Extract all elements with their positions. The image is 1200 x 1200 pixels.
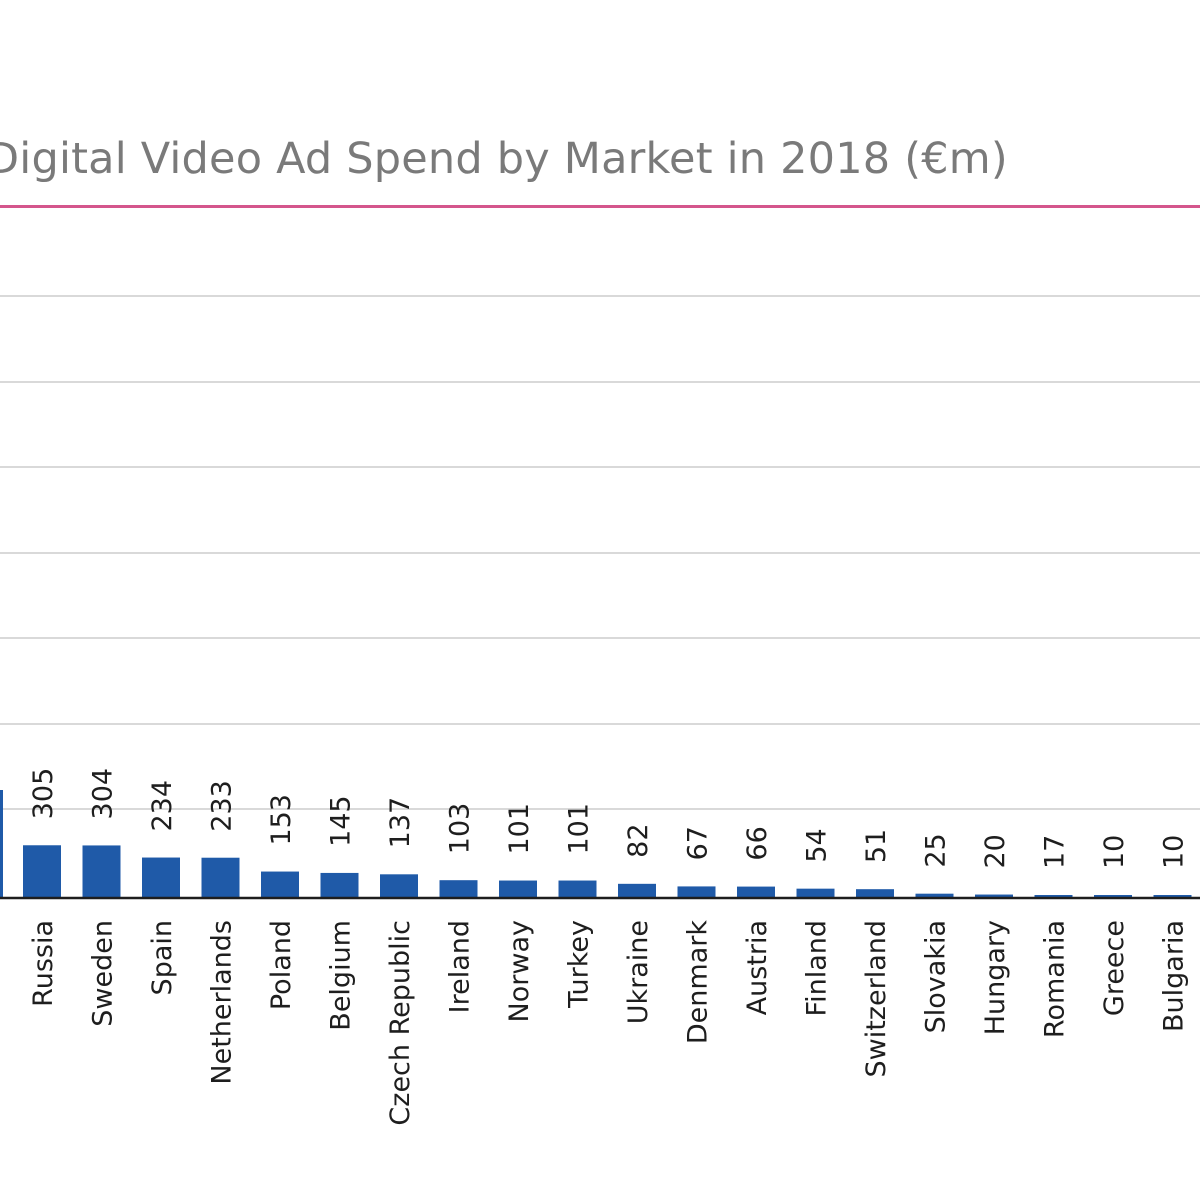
gridlines — [0, 295, 1200, 810]
category-label: Ireland — [445, 920, 476, 1013]
bar-russia — [23, 845, 61, 898]
category-label: Bulgaria — [1159, 920, 1190, 1032]
data-label: 153 — [266, 794, 297, 846]
category-label: Netherlands — [207, 920, 238, 1085]
data-label: 145 — [326, 795, 357, 847]
bar-hungary — [975, 894, 1013, 898]
bar-poland — [261, 871, 299, 898]
bar-turkey — [558, 880, 597, 898]
category-label: Switzerland — [861, 920, 892, 1078]
bar-austria — [737, 886, 775, 898]
bar-belgium — [320, 872, 359, 898]
bar-finland — [796, 888, 835, 898]
data-label: 67 — [683, 826, 714, 860]
data-label: 233 — [207, 780, 238, 832]
bar-romania — [1034, 895, 1073, 898]
data-label: 305 — [28, 768, 59, 820]
data-label: 101 — [504, 803, 535, 855]
category-label: Poland — [266, 920, 297, 1010]
data-label: 137 — [385, 797, 416, 849]
category-labels: Russia Sweden Spain Netherlands Poland Belgiu… — [28, 920, 1190, 1126]
data-label: 304 — [88, 768, 119, 820]
data-label: 82 — [623, 823, 654, 857]
data-label: 103 — [445, 803, 476, 855]
category-label: Czech Republic — [385, 920, 416, 1126]
category-label: Hungary — [980, 920, 1011, 1035]
category-label: Romania — [1040, 920, 1071, 1038]
bar-spain — [142, 857, 180, 898]
data-label: 20 — [980, 834, 1011, 868]
category-label: Greece — [1099, 920, 1130, 1016]
category-label: Russia — [28, 920, 59, 1007]
data-label: 25 — [921, 833, 952, 867]
bar-bulgaria — [1153, 895, 1192, 898]
data-label: 54 — [802, 828, 833, 862]
data-label: 10 — [1099, 835, 1130, 869]
chart-title: Digital Video Ad Spend by Market in 2018… — [0, 134, 1008, 184]
bar-ukraine — [618, 883, 656, 898]
data-label: 17 — [1040, 835, 1071, 869]
data-label: 101 — [564, 803, 595, 855]
bar-clipped — [0, 790, 3, 898]
bar-netherlands — [201, 857, 240, 898]
category-label: Spain — [147, 920, 178, 995]
title-underline — [0, 205, 1200, 208]
bar-czech-republic — [380, 874, 418, 898]
category-label: Slovakia — [921, 920, 952, 1033]
category-label: Belgium — [326, 920, 357, 1031]
bar-greece — [1094, 895, 1132, 898]
category-label: Ukraine — [623, 920, 654, 1024]
data-labels: 305 304 234 233 153 145 137 103 101 101 82 67 66 54 51… — [28, 768, 1190, 869]
category-label: Denmark — [683, 920, 714, 1044]
bar-denmark — [677, 886, 716, 898]
data-label: 51 — [861, 829, 892, 863]
category-label: Sweden — [88, 920, 119, 1027]
category-label: Austria — [742, 920, 773, 1015]
category-label: Turkey — [564, 920, 595, 1009]
bar-sweden — [82, 845, 121, 898]
data-label: 234 — [147, 780, 178, 832]
data-label: 66 — [742, 826, 773, 860]
bar-switzerland — [856, 889, 894, 898]
bars — [0, 790, 1192, 898]
bar-norway — [499, 880, 537, 898]
category-label: Finland — [802, 920, 833, 1016]
category-label: Norway — [504, 920, 535, 1022]
bar-slovakia — [915, 893, 954, 898]
data-label: 10 — [1159, 835, 1190, 869]
bar-ireland — [439, 880, 478, 898]
